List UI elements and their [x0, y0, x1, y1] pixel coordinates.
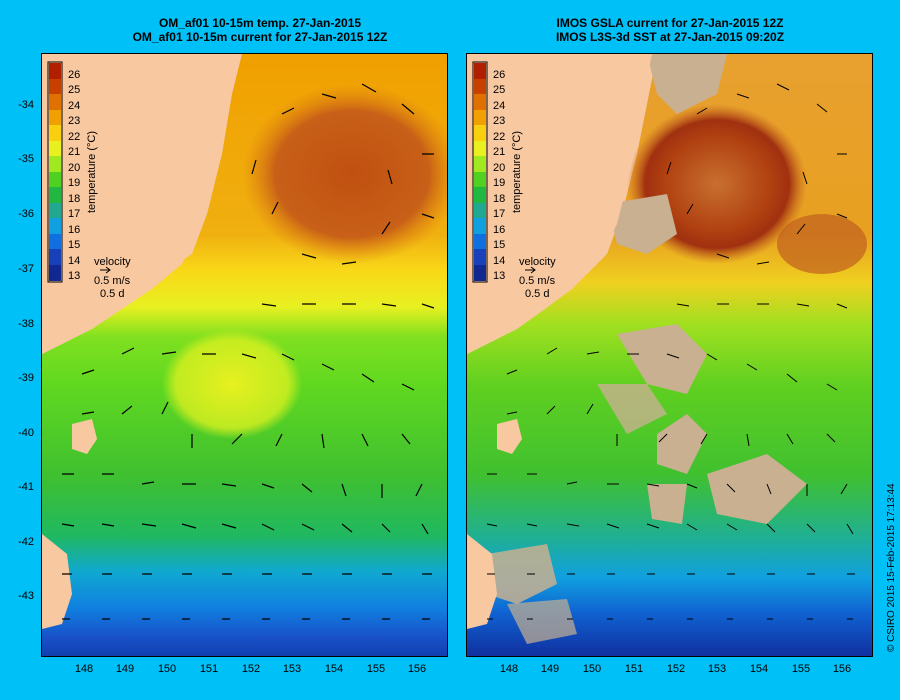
current-vectors	[486, 83, 855, 620]
lon-label: 156	[407, 663, 427, 675]
left-title-line1: OM_af01 10-15m temp. 27-Jan-2015	[158, 16, 362, 30]
cbar-tick: 17	[493, 208, 505, 220]
mainland-landmass	[467, 54, 652, 354]
lat-label: -34	[18, 99, 34, 111]
cbar-tick: 18	[68, 193, 80, 205]
velocity-duration: 0.5 d	[100, 288, 124, 300]
lon-label: 151	[199, 663, 219, 675]
velocity-key: velocity 0.5 m/s 0.5 d	[519, 256, 556, 300]
lon-label: 153	[282, 663, 302, 675]
velocity-label: velocity	[94, 256, 131, 268]
cbar-tick: 20	[68, 162, 80, 174]
velocity-speed: 0.5 m/s	[519, 275, 556, 287]
colorbar: 26 25 24 23 22 21 20 19 18 17 16 15 14 1…	[472, 61, 523, 283]
copyright-timestamp: © CSIRO 2015 15-Feb-2015 17:13:44	[886, 483, 897, 652]
mainland-landmass	[42, 54, 237, 354]
lon-label: 149	[115, 663, 135, 675]
cbar-tick: 15	[493, 239, 505, 251]
velocity-key: velocity 0.5 m/s 0.5 d	[94, 256, 131, 300]
lat-label: -43	[18, 590, 34, 602]
cbar-tick: 14	[493, 255, 505, 267]
cbar-tick: 23	[493, 115, 505, 127]
right-title-line2: IMOS L3S-3d SST at 27-Jan-2015 09:20Z	[555, 30, 785, 44]
cbar-tick: 14	[68, 255, 80, 267]
satellite-sst-map: 26 25 24 23 22 21 20 19 18 17 16 15 14 1…	[467, 54, 872, 656]
lon-label: 151	[624, 663, 644, 675]
right-title-line1: IMOS GSLA current for 27-Jan-2015 12Z	[556, 16, 784, 30]
colorbar-label: temperature (°C)	[511, 131, 523, 213]
lat-label: -36	[18, 208, 34, 220]
cbar-tick: 13	[493, 270, 505, 282]
lon-label: 153	[707, 663, 727, 675]
lon-label: 148	[499, 663, 519, 675]
lon-label: 155	[791, 663, 811, 675]
cbar-tick: 22	[68, 131, 80, 143]
lat-label: -38	[18, 318, 34, 330]
lat-label: -41	[18, 481, 34, 493]
current-vectors	[61, 83, 435, 620]
cbar-tick: 18	[493, 193, 505, 205]
cbar-tick: 16	[68, 224, 80, 236]
lat-label: -42	[18, 536, 34, 548]
lon-label: 152	[666, 663, 686, 675]
lat-label: -35	[18, 153, 34, 165]
lon-label: 152	[241, 663, 261, 675]
cbar-tick: 22	[493, 131, 505, 143]
left-panel-title: OM_af01 10-15m temp. 27-Jan-2015 OM_af01…	[110, 16, 410, 44]
cbar-tick: 24	[68, 100, 80, 112]
velocity-label: velocity	[519, 256, 556, 268]
cbar-tick: 16	[493, 224, 505, 236]
right-map-panel: 26 25 24 23 22 21 20 19 18 17 16 15 14 1…	[466, 53, 873, 657]
cloud-mask	[487, 54, 807, 644]
cbar-tick: 19	[68, 177, 80, 189]
lat-label: -40	[18, 427, 34, 439]
colorbar: 26 25 24 23 22 21 20 19 18 17 16 15 14 1…	[47, 61, 98, 283]
lon-label: 148	[74, 663, 94, 675]
left-map-panel: 26 25 24 23 22 21 20 19 18 17 16 15 14 1…	[41, 53, 448, 657]
cbar-tick: 23	[68, 115, 80, 127]
cbar-tick: 21	[493, 146, 505, 158]
velocity-speed: 0.5 m/s	[94, 275, 131, 287]
right-panel-title: IMOS GSLA current for 27-Jan-2015 12Z IM…	[520, 16, 820, 44]
lat-label: -37	[18, 263, 34, 275]
cbar-tick: 25	[493, 84, 505, 96]
cbar-tick: 15	[68, 239, 80, 251]
cbar-tick: 19	[493, 177, 505, 189]
lon-label: 155	[366, 663, 386, 675]
cbar-tick: 21	[68, 146, 80, 158]
cbar-tick: 13	[68, 270, 80, 282]
lon-label: 156	[832, 663, 852, 675]
left-title-line2: OM_af01 10-15m current for 27-Jan-2015 1…	[132, 30, 388, 44]
lon-label: 154	[749, 663, 769, 675]
colorbar-label: temperature (°C)	[86, 131, 98, 213]
lon-label: 150	[582, 663, 602, 675]
cbar-tick: 20	[493, 162, 505, 174]
cbar-tick: 17	[68, 208, 80, 220]
lon-label: 154	[324, 663, 344, 675]
cbar-tick: 26	[68, 69, 80, 81]
lon-label: 150	[157, 663, 177, 675]
lon-label: 149	[540, 663, 560, 675]
cbar-tick: 26	[493, 69, 505, 81]
cbar-tick: 24	[493, 100, 505, 112]
lat-label: -39	[18, 372, 34, 384]
model-temperature-map: 26 25 24 23 22 21 20 19 18 17 16 15 14 1…	[42, 54, 447, 656]
cbar-tick: 25	[68, 84, 80, 96]
velocity-duration: 0.5 d	[525, 288, 549, 300]
